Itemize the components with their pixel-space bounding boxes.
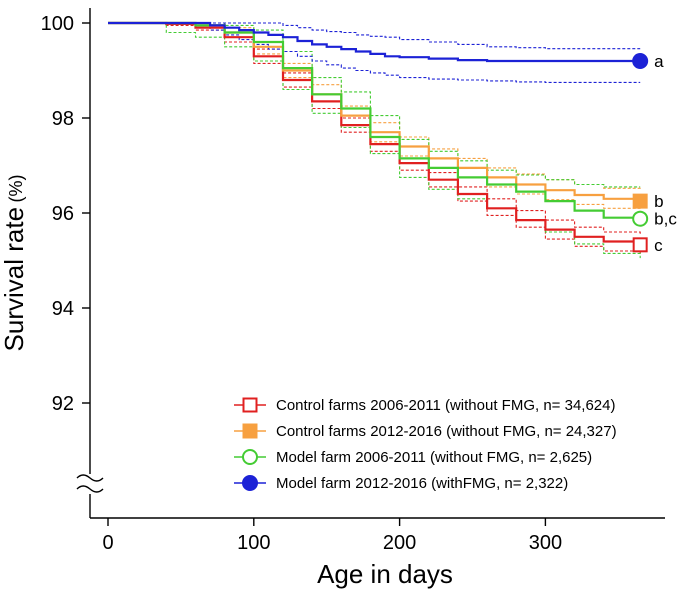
x-tick-label: 100 (237, 532, 270, 554)
series-2-ci-upper (108, 22, 641, 191)
axis-break-icon (76, 474, 104, 493)
x-tick-label: 300 (529, 532, 562, 554)
legend-marker (242, 423, 258, 439)
series-1-line (108, 21, 642, 245)
legend-marker (242, 449, 258, 465)
legend-label: Control farms 2006-2011 (without FMG, n=… (276, 397, 615, 414)
series-3-ci-lower (108, 22, 641, 259)
y-axis-title: Survival rate (%) (0, 175, 29, 352)
series-4-end-label: a (654, 52, 664, 71)
confidence-bands (108, 22, 641, 259)
y-tick-label: 96 (52, 203, 74, 225)
legend-label: Control farms 2012-2016 (without FMG, n=… (276, 423, 617, 440)
y-tick-label: 98 (52, 108, 74, 130)
legend-label: Model farm 2006-2011 (without FMG, n= 2,… (276, 449, 592, 466)
series-end-markers: c bb,c a (632, 52, 677, 255)
legend-marker (242, 397, 258, 413)
series-2-ci-lower (108, 22, 641, 213)
series-1-ci-lower (108, 22, 641, 256)
legend-marker (242, 475, 258, 491)
x-axis-ticks: 0 100 200 300 (102, 518, 562, 554)
y-tick-label: 100 (41, 13, 74, 35)
series-3-end-marker (632, 210, 649, 227)
series-2-end-label: b (654, 192, 663, 211)
x-tick-label: 0 (102, 532, 113, 554)
y-axis-ticks: 92 94 96 98 100 (41, 13, 90, 415)
legend-label: Model farm 2012-2016 (withFMG, n= 2,322) (276, 475, 568, 492)
series-4-end-marker (632, 53, 649, 69)
series-lines (108, 21, 642, 245)
y-tick-label: 94 (52, 298, 74, 320)
series-2-line (108, 21, 642, 202)
svg-text:Survival rate (%): Survival rate (%) (0, 175, 29, 352)
series-4-ci-upper (108, 22, 641, 50)
series-3-end-label: b,c (654, 210, 677, 229)
series-4-ci-lower (108, 22, 641, 83)
series-4-line (108, 21, 641, 63)
x-axis-title: Age in days (317, 559, 453, 589)
series-2-end-marker (632, 193, 648, 209)
x-tick-label: 200 (383, 532, 416, 554)
legend: Control farms 2006-2011 (without FMG, n=… (234, 397, 617, 492)
series-1-end-label: c (654, 236, 663, 255)
series-3-line (108, 21, 642, 219)
y-tick-label: 92 (52, 393, 74, 415)
series-1-end-marker (632, 237, 648, 253)
series-3-ci-upper (108, 22, 641, 188)
